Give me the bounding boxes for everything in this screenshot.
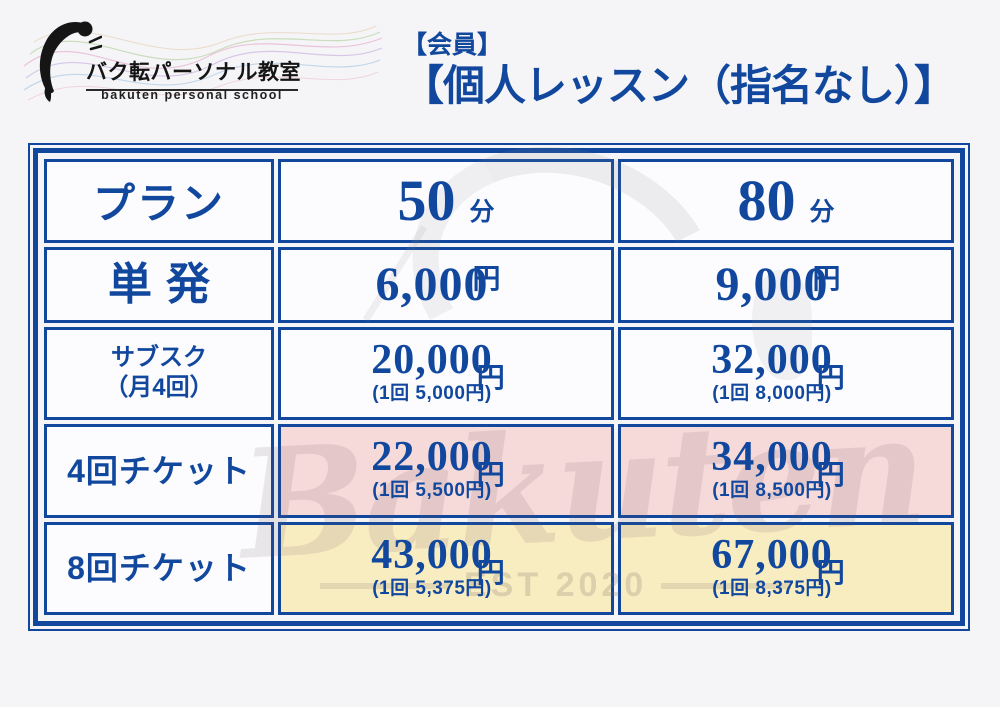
per-session-note: (1回 5,000円) (372, 382, 492, 404)
price-cell: 67,000 (1回 8,375円) 円 (617, 521, 954, 615)
page-title: 【個人レッスン（指名なし）】 (402, 62, 956, 109)
price-cell: 6,000 円 (278, 246, 614, 323)
member-category-label: 【会員】 (402, 31, 503, 59)
price-table-body: プラン 50 分 80 分単発 6,000 円 9,000 円サブスク （月4回） 20,000 (1… (44, 159, 954, 615)
price-cell: 9,000 円 (617, 246, 954, 323)
plan-name: 8回チケット (67, 550, 251, 587)
price-amount-block: 34,000 (1回 8,500円) (711, 436, 833, 500)
price-amount: 67,000 (711, 531, 833, 578)
currency-label: 円 (812, 262, 841, 294)
currency-label: 円 (476, 361, 505, 393)
price-amount: 34,000 (711, 434, 833, 481)
price-cell: 22,000 (1回 5,500円) 円 (278, 424, 614, 518)
price-table: プラン 50 分 80 分単発 6,000 円 9,000 円サブスク （月4回） 20,000 (1… (40, 155, 958, 619)
duration-unit: 分 (809, 197, 835, 226)
duration-number: 50 (397, 167, 456, 233)
plan-name: サブスク （月4回） (104, 344, 214, 402)
brand-logo: バク転パーソナル教室 bakuten personal school (24, 4, 384, 116)
duration-header-cell: 50 分 (278, 159, 614, 243)
per-session-note: (1回 8,500円) (712, 480, 832, 502)
price-cell: 34,000 (1回 8,500円) 円 (617, 424, 954, 518)
price-row: 4回チケット 22,000 (1回 5,500円) 円 34,000 (1回 8,500円… (44, 424, 954, 518)
price-amount-block: 6,000 (375, 257, 489, 311)
price-amount: 20,000 (371, 336, 493, 383)
price-amount-block: 22,000 (1回 5,500円) (371, 436, 493, 500)
price-amount: 32,000 (711, 336, 833, 383)
duration-header-cell: 80 分 (617, 159, 954, 243)
price-row: 8回チケット 43,000 (1回 5,375円) 円 67,000 (1回 8,375円… (44, 521, 954, 615)
price-row: 単発 6,000 円 9,000 円 (44, 246, 954, 323)
per-session-note: (1回 5,500円) (372, 480, 492, 502)
page-heading: 【会員】 【個人レッスン（指名なし）】 (402, 30, 956, 113)
per-session-note: (1回 5,375円) (372, 577, 492, 599)
price-amount-block: 20,000 (1回 5,000円) (371, 339, 493, 403)
currency-label: 円 (816, 459, 845, 491)
currency-label: 円 (816, 361, 845, 393)
currency-label: 円 (816, 556, 845, 588)
logo-subtitle: bakuten personal school (101, 88, 283, 102)
per-session-note: (1回 8,000円) (712, 382, 832, 404)
price-cell: 20,000 (1回 5,000円) 円 (278, 326, 614, 421)
price-amount-block: 32,000 (1回 8,000円) (711, 339, 833, 403)
price-amount: 6,000 (375, 257, 489, 311)
table-header-row: プラン 50 分 80 分 (44, 159, 954, 243)
plan-name: 4回チケット (67, 452, 251, 489)
plan-name-cell: 4回チケット (44, 424, 274, 518)
plan-name-cell: サブスク （月4回） (44, 326, 274, 421)
plan-name-cell: 単発 (44, 246, 274, 323)
plan-name: 単発 (108, 260, 224, 310)
price-table-inner-frame: プラン 50 分 80 分単発 6,000 円 9,000 円サブスク （月4回） 20,000 (1… (33, 148, 965, 626)
currency-label: 円 (476, 459, 505, 491)
currency-label: 円 (472, 262, 501, 294)
price-amount-block: 67,000 (1回 8,375円) (711, 534, 833, 598)
per-session-note: (1回 8,375円) (712, 577, 832, 599)
price-cell: 43,000 (1回 5,375円) 円 (278, 521, 614, 615)
plan-name-cell: 8回チケット (44, 521, 274, 615)
price-table-frame: プラン 50 分 80 分単発 6,000 円 9,000 円サブスク （月4回） 20,000 (1… (28, 143, 970, 631)
logo-title: バク転パーソナル教室 (86, 61, 301, 84)
plan-header-label: プラン (92, 180, 225, 228)
price-cell: 32,000 (1回 8,000円) 円 (617, 326, 954, 421)
duration-label: 80 分 (621, 171, 951, 230)
currency-label: 円 (476, 556, 505, 588)
plan-header-cell: プラン (44, 159, 274, 243)
price-amount-block: 9,000 (715, 257, 829, 311)
duration-number: 80 (737, 167, 796, 233)
duration-unit: 分 (469, 197, 495, 226)
logo-text: バク転パーソナル教室 (86, 56, 301, 91)
price-row: サブスク （月4回） 20,000 (1回 5,000円) 円 32,000 (1回 8,0… (44, 326, 954, 421)
duration-label: 50 分 (281, 171, 611, 230)
price-amount-block: 43,000 (1回 5,375円) (371, 534, 493, 598)
backflip-figure-icon (39, 21, 102, 102)
price-amount: 43,000 (371, 531, 493, 578)
price-amount: 9,000 (715, 257, 829, 311)
price-amount: 22,000 (371, 434, 493, 481)
